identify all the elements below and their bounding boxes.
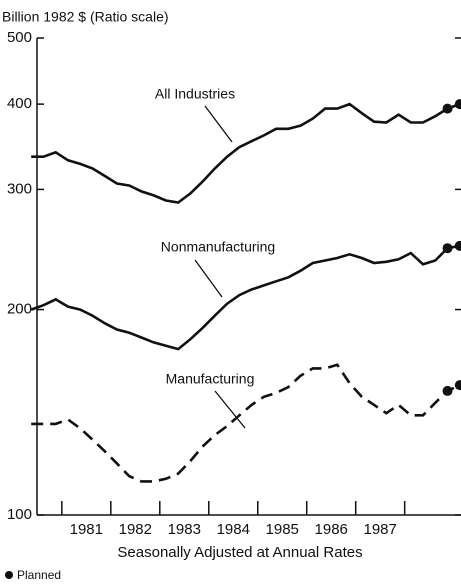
x-tick-label: 1982 xyxy=(119,521,152,538)
annotation-arrow xyxy=(204,105,233,143)
planned-marker xyxy=(454,380,461,391)
legend-marker xyxy=(5,571,13,579)
x-tick-label: 1986 xyxy=(315,521,348,538)
x-tick-label: 1983 xyxy=(168,521,201,538)
x-tick-label: 1981 xyxy=(70,521,103,538)
planned-marker xyxy=(442,385,453,396)
x-tick-label: 1984 xyxy=(217,521,250,538)
planned-marker xyxy=(442,243,453,254)
x-axis-label: Seasonally Adjusted at Annual Rates xyxy=(117,544,362,561)
planned-marker xyxy=(454,99,461,110)
planned-marker xyxy=(454,240,461,251)
annotation-arrow xyxy=(194,259,223,298)
y-tick-label: 400 xyxy=(7,95,32,112)
x-tick-label: 1987 xyxy=(364,521,397,538)
series-line xyxy=(31,102,461,204)
legend-label: Planned xyxy=(17,568,61,582)
annotation: All Industries xyxy=(155,86,235,102)
annotation: Nonmanufacturing xyxy=(161,239,275,255)
x-tick-label: 1985 xyxy=(266,521,299,538)
annotation-arrow xyxy=(214,390,246,429)
annotation: Manufacturing xyxy=(166,371,255,387)
series-line xyxy=(30,244,461,351)
series-line xyxy=(31,363,461,483)
y-tick-label: 200 xyxy=(7,301,32,318)
y-tick-label: 500 xyxy=(7,29,32,46)
y-tick-label: 100 xyxy=(7,506,32,523)
y-axis-label: Billion 1982 $ (Ratio scale) xyxy=(2,9,169,25)
planned-marker xyxy=(442,103,453,114)
y-tick-label: 300 xyxy=(7,180,32,197)
